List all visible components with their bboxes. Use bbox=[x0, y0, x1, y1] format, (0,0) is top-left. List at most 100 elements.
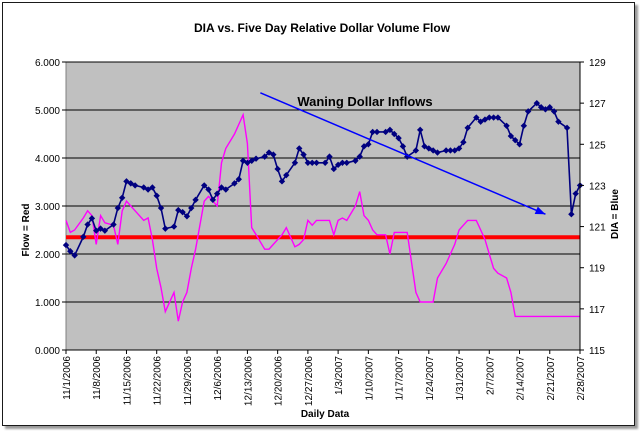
dia-data-point bbox=[546, 104, 553, 111]
dia-data-point bbox=[391, 130, 398, 138]
dia-data-point bbox=[330, 165, 337, 173]
dia-data-point bbox=[84, 221, 91, 228]
dia-data-point bbox=[313, 159, 320, 166]
dia-data-point bbox=[464, 124, 471, 132]
dia-data-point bbox=[300, 151, 307, 158]
dia-data-point bbox=[326, 153, 333, 160]
dia-data-point bbox=[416, 126, 424, 134]
flow-series-group bbox=[65, 112, 580, 322]
right-tick-label: 115 bbox=[589, 346, 605, 357]
dia-data-point bbox=[283, 171, 290, 179]
dia-data-point bbox=[507, 132, 515, 140]
annotation-arrow-head bbox=[534, 206, 546, 215]
x-axis-ticks: 11/1/2006 11/8/2006 11/15/2006 11/22/2006 11… bbox=[62, 349, 587, 406]
dia-data-point bbox=[455, 145, 463, 152]
annotation-group: Waning Dollar Inflows bbox=[260, 92, 546, 215]
dia-data-point bbox=[537, 104, 545, 111]
x-tick-label: 2/7/2007 bbox=[485, 356, 496, 395]
x-tick-label: 11/1/2006 bbox=[62, 356, 73, 400]
annotation-text: Waning Dollar Inflows bbox=[297, 94, 432, 109]
dia-data-point bbox=[386, 126, 394, 134]
right-tick-label: 117 bbox=[589, 305, 605, 316]
dia-data-point bbox=[572, 190, 579, 197]
dia-data-point bbox=[434, 149, 441, 156]
dia-data-point bbox=[550, 108, 558, 115]
dia-data-point bbox=[373, 128, 381, 136]
dia-data-point bbox=[97, 225, 104, 232]
dia-series-group bbox=[62, 99, 584, 259]
x-tick-label: 1/3/2007 bbox=[334, 356, 345, 395]
dia-data-point bbox=[261, 153, 268, 160]
dia-data-point bbox=[568, 211, 575, 218]
right-tick-label: 119 bbox=[589, 264, 605, 275]
x-tick-label: 1/17/2007 bbox=[395, 356, 406, 401]
dia-data-point bbox=[563, 124, 571, 132]
dia-data-point bbox=[201, 182, 208, 189]
dia-data-point bbox=[520, 122, 528, 129]
dia-data-point bbox=[205, 186, 212, 193]
flow-series-line bbox=[65, 112, 580, 322]
dia-data-point bbox=[412, 147, 420, 154]
gridlines bbox=[66, 61, 580, 351]
chart-title: DIA vs. Five Day Relative Dollar Volume … bbox=[194, 21, 451, 35]
dia-data-point bbox=[365, 141, 372, 148]
dia-data-point bbox=[235, 176, 242, 183]
dia-data-point bbox=[144, 186, 152, 193]
dia-data-point bbox=[114, 204, 122, 212]
x-tick-label: 1/24/2007 bbox=[425, 356, 436, 401]
dia-data-point bbox=[447, 147, 454, 154]
left-tick-label: 1.000 bbox=[35, 298, 60, 309]
dia-data-point bbox=[209, 196, 217, 204]
dia-data-point bbox=[473, 114, 480, 121]
x-tick-label: 12/20/2006 bbox=[274, 356, 285, 406]
dia-data-point bbox=[343, 159, 350, 166]
dia-data-point bbox=[118, 194, 126, 201]
left-tick-label: 6.000 bbox=[35, 58, 60, 69]
right-tick-label: 121 bbox=[589, 223, 606, 234]
right-tick-label: 127 bbox=[589, 99, 606, 110]
left-axis-ticks: 0.000 1.000 2.000 3.000 4.000 5.000 6.000 bbox=[35, 58, 66, 357]
dia-data-point bbox=[304, 159, 312, 166]
dia-data-point bbox=[494, 114, 502, 121]
left-tick-label: 3.000 bbox=[35, 202, 60, 213]
dia-data-point bbox=[179, 208, 186, 216]
dia-data-point bbox=[442, 147, 450, 154]
dia-data-point bbox=[352, 157, 359, 164]
dia-data-point bbox=[62, 241, 70, 249]
x-tick-label: 2/14/2007 bbox=[516, 356, 527, 401]
dia-data-point bbox=[131, 182, 139, 189]
dia-data-point bbox=[309, 159, 316, 166]
dia-data-point bbox=[71, 252, 78, 259]
dia-data-point bbox=[524, 108, 532, 115]
dia-data-point bbox=[274, 165, 281, 173]
x-tick-label: 12/6/2006 bbox=[213, 356, 224, 401]
dia-data-point bbox=[101, 227, 109, 234]
dia-data-point bbox=[460, 139, 467, 146]
dia-data-point bbox=[140, 184, 147, 191]
dia-data-point bbox=[356, 153, 363, 160]
right-tick-label: 129 bbox=[589, 58, 606, 69]
x-tick-label: 2/28/2007 bbox=[576, 356, 587, 401]
dia-data-point bbox=[321, 159, 329, 166]
left-tick-label: 2.000 bbox=[35, 250, 60, 261]
left-tick-label: 4.000 bbox=[35, 154, 60, 165]
dia-data-point bbox=[395, 134, 402, 142]
dia-data-point bbox=[291, 159, 299, 166]
dia-data-point bbox=[188, 204, 195, 212]
dia-data-point bbox=[542, 106, 549, 113]
annotation-arrow-line bbox=[260, 92, 546, 215]
dia-data-point bbox=[213, 190, 221, 197]
x-axis-title: Daily Data bbox=[301, 409, 350, 420]
right-tick-label: 125 bbox=[589, 140, 606, 151]
dia-data-point bbox=[252, 155, 260, 162]
x-tick-label: 1/10/2007 bbox=[364, 356, 375, 401]
x-tick-label: 11/29/2006 bbox=[183, 356, 194, 406]
dia-data-point bbox=[512, 136, 519, 144]
dia-data-point bbox=[555, 118, 562, 125]
dia-data-point bbox=[192, 196, 199, 204]
dia-data-point bbox=[222, 186, 230, 193]
dia-data-point bbox=[516, 141, 523, 148]
dia-data-point bbox=[270, 151, 277, 158]
dia-data-point bbox=[153, 192, 160, 199]
